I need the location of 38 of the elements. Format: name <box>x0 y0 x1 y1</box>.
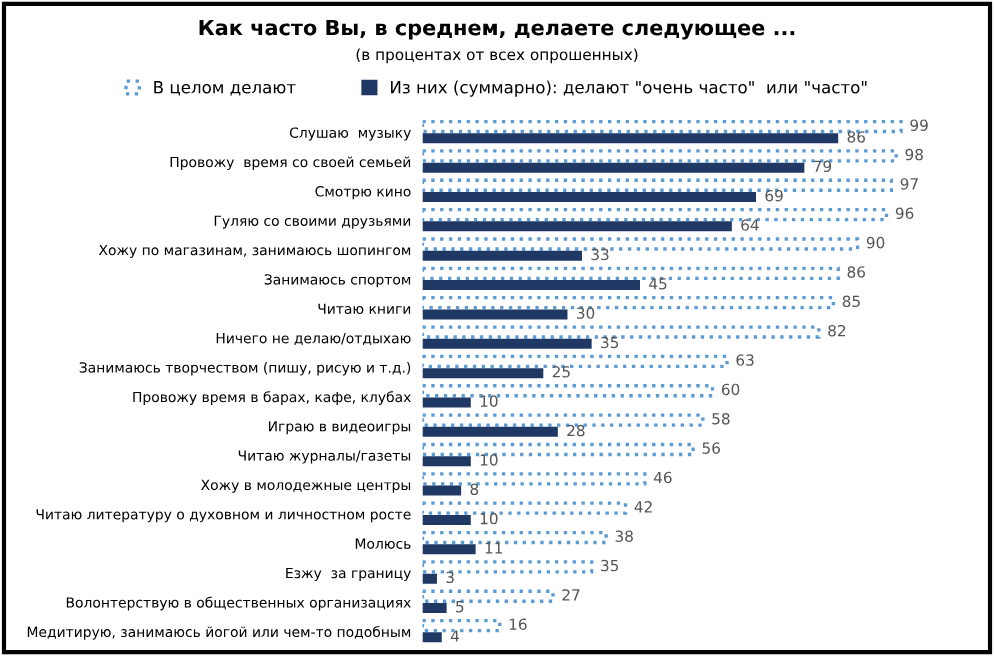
bar <box>422 280 640 291</box>
bar <box>422 354 729 369</box>
bar <box>422 178 894 192</box>
bar <box>422 250 582 261</box>
bar <box>422 501 628 515</box>
bar <box>422 221 732 232</box>
legend-label: Из них (суммарно): делают "очень часто" или "часто" <box>391 80 867 97</box>
legend-label: В целом делают <box>154 81 296 96</box>
bar <box>422 442 695 457</box>
bar <box>422 413 705 427</box>
bar <box>422 384 715 398</box>
bar <box>422 149 898 163</box>
bar <box>422 472 647 486</box>
bar <box>422 133 839 144</box>
bar <box>422 485 462 496</box>
bar <box>422 119 903 134</box>
bar <box>422 162 805 173</box>
chart-title: Как часто Вы, в среднем, делаете следующее ... <box>199 19 795 40</box>
bar <box>422 296 836 310</box>
bar <box>422 514 471 525</box>
bar <box>422 573 437 584</box>
bar <box>422 544 476 555</box>
bar <box>422 338 592 349</box>
bar <box>422 325 821 339</box>
bar <box>422 207 889 222</box>
bar <box>422 560 594 574</box>
bar <box>422 530 608 545</box>
bar <box>422 237 860 251</box>
bar <box>422 618 502 633</box>
bar <box>422 266 840 280</box>
bar <box>422 589 555 603</box>
bar <box>422 456 471 467</box>
bar <box>422 632 442 643</box>
bar <box>422 603 447 613</box>
bar <box>422 309 568 320</box>
bar <box>422 192 757 202</box>
bar <box>422 368 544 379</box>
bar <box>422 426 558 437</box>
